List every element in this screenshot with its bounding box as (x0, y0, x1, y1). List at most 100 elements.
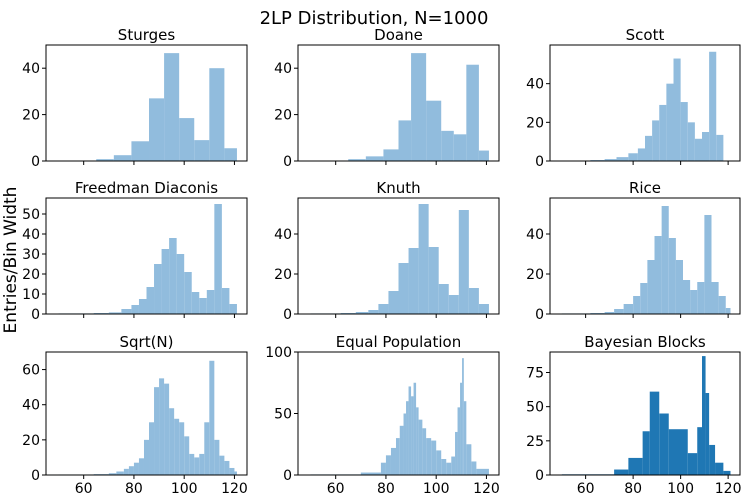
histogram-bar (448, 295, 459, 314)
histogram-bar (715, 462, 724, 475)
histogram-bar (121, 309, 132, 314)
histogram-bar (149, 422, 155, 475)
histogram-bar (687, 122, 695, 161)
histogram-bar (723, 470, 731, 475)
histogram-panel: Sturges 0 20 40 (22, 26, 248, 170)
histogram-bar (399, 425, 404, 475)
histogram-bar (460, 382, 463, 475)
histogram-bar (614, 469, 629, 475)
histogram-bar (645, 135, 653, 161)
histogram-bar (426, 438, 432, 475)
histogram-bar (108, 473, 117, 475)
x-tick-label: 100 (667, 481, 694, 497)
histogram-bar (143, 439, 150, 475)
y-tick-label: 40 (526, 77, 544, 93)
histogram-bar (704, 215, 712, 314)
histogram-bar (725, 308, 731, 314)
histogram-bar (164, 383, 170, 475)
y-tick-label: 0 (535, 307, 544, 323)
histogram-bar (718, 296, 726, 314)
histogram-bar (176, 254, 185, 314)
histogram-bar (113, 155, 132, 161)
histogram-bar (418, 204, 429, 314)
histogram-bar (661, 206, 669, 314)
histogram-bar (388, 291, 399, 314)
histogram-bar (123, 468, 129, 475)
y-tick-label: 40 (22, 61, 40, 77)
y-tick-label: 40 (274, 61, 292, 77)
histogram-bar (189, 453, 195, 475)
histogram-bar (436, 450, 442, 475)
panel-title: Sqrt(N) (119, 333, 173, 351)
histogram-bar (476, 468, 489, 475)
histogram-bar (614, 309, 624, 314)
histogram-panel: Scott 0 20 40 (526, 26, 741, 170)
axes-frame (297, 197, 500, 315)
histogram-bar (398, 263, 409, 314)
histogram-panel: Freedman Diaconis 0 10 20 30 40 50 (22, 179, 248, 323)
histogram-bar (224, 148, 237, 161)
y-tick-label: 10 (22, 287, 40, 303)
axes-frame (549, 197, 741, 315)
histogram-bar (668, 429, 688, 475)
histogram-bar (184, 272, 192, 314)
histogram-bar (348, 159, 366, 161)
histogram-bar (683, 280, 691, 314)
histogram-panel: Rice 0 20 40 (526, 179, 741, 323)
panel-title: Rice (629, 179, 661, 197)
histogram-bar (408, 386, 412, 475)
histogram-bar (647, 260, 655, 314)
histogram-bar (224, 460, 230, 475)
x-tick-label: 80 (377, 481, 395, 497)
panel-title: Knuth (376, 179, 420, 197)
histogram-bar (408, 248, 419, 314)
panel-title: Sturges (118, 26, 176, 44)
histogram-bar (478, 150, 489, 161)
axes-frame (549, 351, 741, 476)
y-tick-label: 50 (526, 400, 544, 416)
histogram-bar (169, 408, 175, 475)
histogram-bar (194, 457, 200, 475)
histogram-bar (604, 312, 615, 314)
histogram-bar (221, 288, 230, 314)
histogram-bar (462, 358, 464, 475)
histogram-bar (697, 282, 705, 314)
histogram-grid: Sturges02040Doane02040Scott02040Freedman… (22, 26, 741, 497)
histogram-bar (214, 204, 222, 314)
histogram-bar (194, 140, 210, 161)
histogram-panel: Bayesian Blocks 0 25 50 75 60 80 100 120 (526, 333, 741, 497)
panel-title: Equal Population (336, 333, 461, 351)
histogram-panel: Knuth 0 20 40 (274, 179, 500, 323)
x-tick-label: 120 (473, 481, 500, 497)
x-tick-label: 60 (75, 481, 93, 497)
y-tick-label: 20 (22, 108, 40, 124)
histogram-panel: Equal Population 0 50 100 60 80 100 120 (265, 333, 500, 497)
histogram-bar (628, 457, 643, 475)
histogram-bar (702, 132, 710, 161)
histogram-bar (428, 247, 439, 314)
histogram-bar (471, 461, 477, 475)
histogram-bar (398, 120, 412, 161)
axes-frame (45, 44, 248, 162)
y-tick-label: 20 (526, 267, 544, 283)
x-tick-label: 100 (423, 481, 450, 497)
y-tick-label: 40 (526, 227, 544, 243)
histogram-bar (138, 458, 144, 475)
histogram-bar (466, 444, 472, 475)
y-tick-label: 25 (526, 434, 544, 450)
axes-frame (297, 44, 500, 162)
histogram-bar (659, 413, 669, 475)
y-tick-label: 20 (274, 267, 292, 283)
panel-title: Bayesian Blocks (584, 333, 706, 351)
histogram-bar (709, 51, 717, 162)
x-tick-label: 100 (171, 481, 198, 497)
histogram-bar (184, 436, 190, 475)
y-tick-label: 75 (526, 366, 544, 382)
histogram-bar (229, 467, 235, 475)
histogram-bar (174, 418, 180, 475)
histogram-bar (652, 120, 660, 161)
y-tick-label: 20 (22, 433, 40, 449)
axes-frame (549, 44, 741, 162)
histogram-bar (640, 283, 648, 314)
histogram-bar (403, 413, 407, 475)
